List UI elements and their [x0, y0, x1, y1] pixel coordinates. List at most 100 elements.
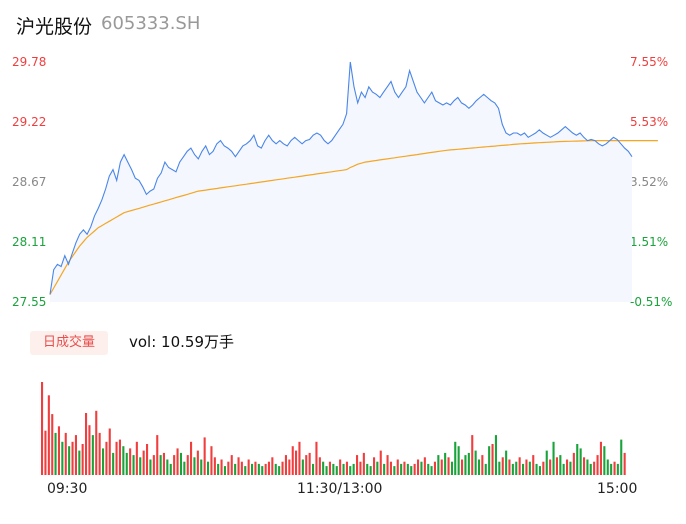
volume-bar [369, 466, 372, 475]
volume-bar [322, 461, 325, 475]
volume-bar [125, 452, 128, 475]
volume-bar [484, 463, 487, 475]
volume-bar [356, 455, 359, 475]
volume-bar [535, 463, 538, 475]
volume-bar [335, 466, 338, 475]
volume-bar [112, 452, 115, 475]
volume-badge[interactable]: 日成交量 [30, 331, 108, 355]
volume-bar [71, 441, 74, 475]
volume-bar [278, 466, 281, 475]
volume-bar [478, 459, 481, 475]
volume-bar [505, 450, 508, 475]
volume-bar [173, 455, 176, 475]
volume-bar [430, 466, 433, 475]
volume-bar [623, 452, 626, 475]
volume-bar [81, 444, 84, 475]
volume-bar [501, 457, 504, 475]
volume-bar [593, 461, 596, 475]
volume-bar [57, 426, 60, 475]
volume-bar [389, 461, 392, 475]
volume-bar [193, 457, 196, 475]
volume-bar [400, 463, 403, 475]
volume-bar [312, 463, 315, 475]
volume-bar [457, 446, 460, 475]
pct-tick-2: 3.52% [630, 175, 669, 189]
volume-bar [295, 450, 298, 475]
volume-bar [603, 446, 606, 475]
volume-bar [433, 461, 436, 475]
volume-bar [213, 457, 216, 475]
volume-bar [545, 450, 548, 475]
average-price-line [49, 140, 658, 295]
volume-bar [85, 413, 88, 475]
volume-bar [620, 439, 623, 475]
volume-bar [308, 452, 311, 475]
volume-bar [108, 428, 111, 475]
volume-bar [135, 441, 138, 475]
volume-bar [291, 446, 294, 475]
volume-bar [481, 455, 484, 475]
volume-bar [190, 441, 193, 475]
volume-bar [122, 446, 125, 475]
volume-bar [339, 459, 342, 475]
price-tick-2: 28.67 [12, 175, 47, 189]
volume-bar [98, 432, 101, 475]
volume-bar [183, 461, 186, 475]
volume-bar [162, 452, 165, 475]
price-tick-1: 29.22 [12, 115, 47, 129]
price-tick-4: 27.55 [12, 295, 47, 309]
volume-bar [345, 461, 348, 475]
volume-bar [616, 463, 619, 475]
volume-bar [498, 461, 501, 475]
volume-bar [274, 463, 277, 475]
volume-bar [376, 461, 379, 475]
volume-bar [64, 432, 67, 475]
volume-bar [261, 466, 264, 475]
volume-bar [88, 425, 91, 475]
volume-bar [332, 463, 335, 475]
volume-bar [74, 435, 77, 475]
stock-name: 沪光股份 [16, 16, 93, 38]
volume-bar [41, 382, 44, 475]
volume-bar [515, 461, 518, 475]
price-panel [49, 61, 658, 302]
volume-bar [396, 459, 399, 475]
volume-bar [91, 435, 94, 475]
volume-bar [559, 455, 562, 475]
volume-bar [223, 466, 226, 475]
volume-bar [139, 457, 142, 475]
volume-bar [532, 455, 535, 475]
volume-bar [247, 459, 250, 475]
price-area-fill [50, 62, 632, 302]
volume-bar [102, 448, 105, 475]
volume-bar [454, 441, 457, 475]
volume-bar [349, 466, 352, 475]
volume-bar [511, 463, 514, 475]
volume-bar [528, 461, 531, 475]
volume-bar [257, 463, 260, 475]
volume-bar [196, 450, 199, 475]
volume-bar [403, 461, 406, 475]
volume-bar [542, 461, 545, 475]
volume-bar [538, 466, 541, 475]
volume-bar [200, 459, 203, 475]
volume-bar [525, 459, 528, 475]
volume-bar [464, 455, 467, 475]
volume-bar [68, 446, 71, 475]
volume-bar [427, 463, 430, 475]
volume-bar [281, 461, 284, 475]
volume-bar [383, 463, 386, 475]
volume-bar [271, 457, 274, 475]
pct-tick-3: 1.51% [630, 235, 669, 249]
volume-bar [230, 455, 233, 475]
volume-bar [423, 457, 426, 475]
volume-bar [217, 463, 220, 475]
volume-bar [386, 455, 389, 475]
volume-bar [159, 455, 162, 475]
volume-bar [583, 457, 586, 475]
volume-bar [437, 455, 440, 475]
volume-bar [166, 459, 169, 475]
volume-bar [610, 463, 613, 475]
volume-bar [251, 463, 254, 475]
